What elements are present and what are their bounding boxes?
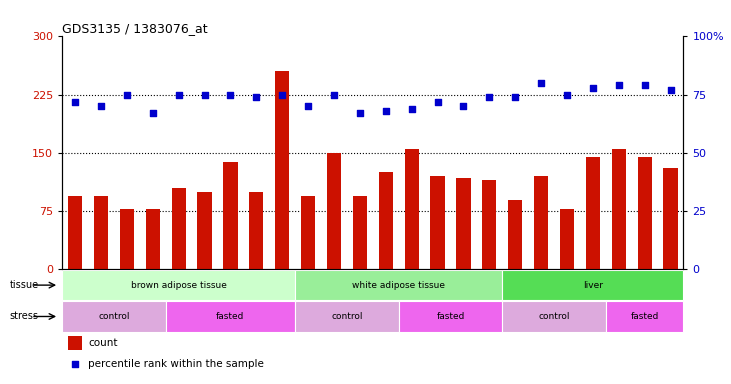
- Point: [664, 87, 676, 93]
- Bar: [94, 196, 108, 270]
- Text: control: control: [538, 312, 569, 321]
- Point: [483, 94, 495, 100]
- Bar: [62, 301, 166, 331]
- Bar: [249, 192, 263, 270]
- Bar: [327, 153, 341, 270]
- Point: [95, 103, 107, 109]
- Text: stress: stress: [10, 311, 38, 321]
- Bar: [431, 176, 444, 270]
- Bar: [120, 209, 134, 270]
- Text: control: control: [331, 312, 363, 321]
- Text: percentile rank within the sample: percentile rank within the sample: [88, 359, 264, 369]
- Bar: [502, 301, 606, 331]
- Text: fasted: fasted: [436, 312, 465, 321]
- Point: [251, 94, 262, 100]
- Point: [173, 92, 184, 98]
- Bar: [353, 196, 367, 270]
- Bar: [586, 157, 600, 270]
- Point: [276, 92, 288, 98]
- Bar: [223, 162, 238, 270]
- Bar: [301, 196, 315, 270]
- Bar: [295, 301, 398, 331]
- Bar: [664, 169, 678, 270]
- Point: [510, 94, 521, 100]
- Text: count: count: [88, 338, 118, 348]
- Point: [406, 106, 417, 112]
- Bar: [502, 270, 683, 300]
- Point: [147, 110, 159, 116]
- Bar: [197, 192, 212, 270]
- Text: brown adipose tissue: brown adipose tissue: [131, 281, 227, 290]
- Text: GDS3135 / 1383076_at: GDS3135 / 1383076_at: [62, 22, 208, 35]
- Text: fasted: fasted: [216, 312, 245, 321]
- Bar: [172, 188, 186, 270]
- Point: [432, 99, 444, 105]
- Point: [639, 82, 651, 88]
- Bar: [379, 172, 393, 270]
- Point: [354, 110, 366, 116]
- Point: [224, 92, 236, 98]
- Bar: [166, 301, 295, 331]
- Point: [302, 103, 314, 109]
- Point: [561, 92, 573, 98]
- Bar: [508, 200, 523, 270]
- Bar: [295, 270, 502, 300]
- Point: [380, 108, 392, 114]
- Bar: [482, 180, 496, 270]
- Bar: [275, 71, 289, 270]
- Point: [328, 92, 340, 98]
- Point: [69, 99, 81, 105]
- Bar: [606, 301, 683, 331]
- Bar: [68, 196, 82, 270]
- Bar: [560, 209, 574, 270]
- Bar: [62, 270, 295, 300]
- Text: tissue: tissue: [10, 280, 39, 290]
- Bar: [145, 209, 160, 270]
- Bar: [612, 149, 626, 270]
- Text: white adipose tissue: white adipose tissue: [352, 281, 445, 290]
- Point: [587, 84, 599, 91]
- Point: [199, 92, 211, 98]
- Bar: [69, 336, 82, 350]
- Text: fasted: fasted: [630, 312, 659, 321]
- Point: [613, 82, 624, 88]
- Bar: [398, 301, 502, 331]
- Bar: [637, 157, 652, 270]
- Text: control: control: [98, 312, 129, 321]
- Point: [121, 92, 133, 98]
- Point: [458, 103, 469, 109]
- Bar: [534, 176, 548, 270]
- Bar: [456, 178, 471, 270]
- Point: [535, 80, 547, 86]
- Bar: [404, 149, 419, 270]
- Text: liver: liver: [583, 281, 603, 290]
- Point: [69, 361, 81, 367]
